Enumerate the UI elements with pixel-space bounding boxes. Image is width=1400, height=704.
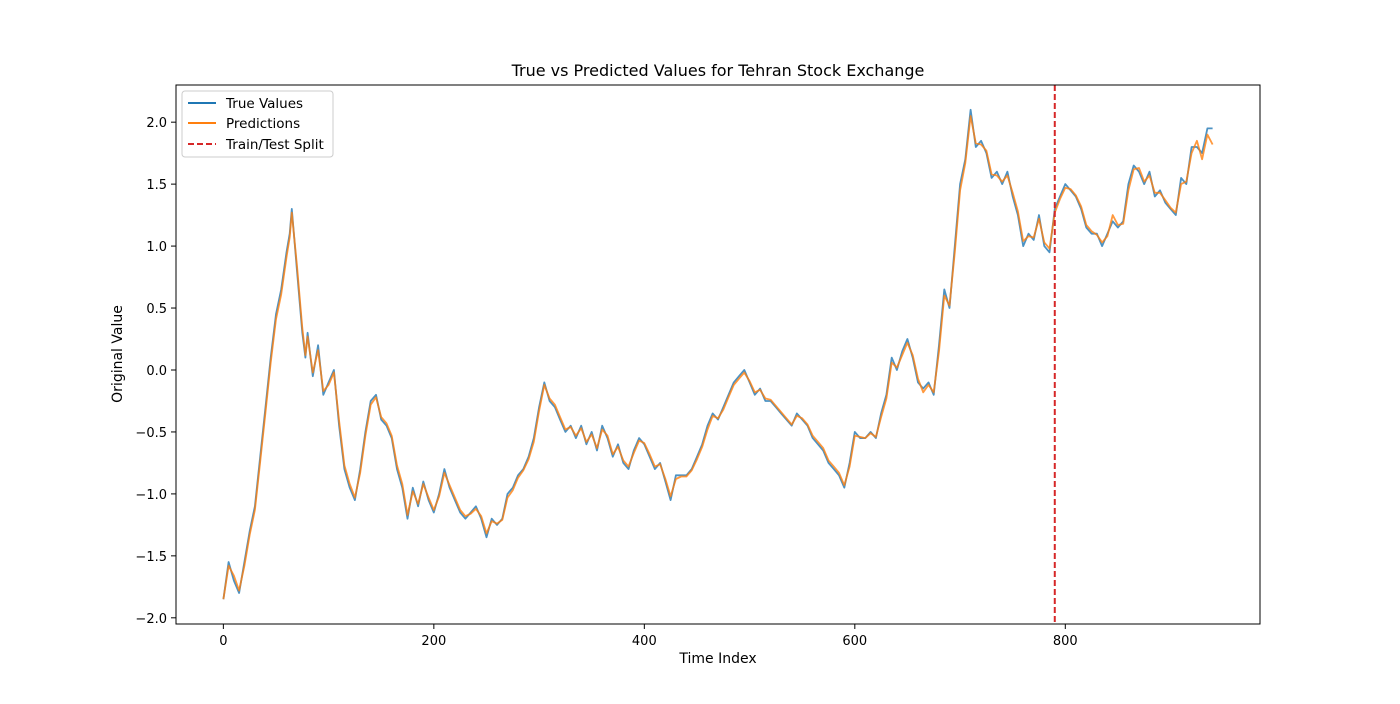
series-lines bbox=[222, 108, 1214, 600]
plot-area-frame bbox=[175, 84, 1261, 625]
legend-box bbox=[181, 90, 334, 158]
y-tick-label: 0.5 bbox=[146, 302, 167, 317]
series-line-true-values bbox=[222, 108, 1213, 600]
x-tick-label: 0 bbox=[219, 634, 227, 649]
y-tick-label: −1.5 bbox=[135, 550, 167, 565]
y-axis-title: Original Value bbox=[110, 305, 126, 403]
x-tick-label: 800 bbox=[1053, 634, 1078, 649]
x-axis-ticks: 0 200 400 600 800 bbox=[219, 624, 1078, 649]
x-tick-label: 200 bbox=[421, 634, 446, 649]
y-tick-label: −2.0 bbox=[135, 612, 167, 627]
x-axis-title: Time Index bbox=[678, 651, 756, 667]
x-tick-label: 400 bbox=[632, 634, 657, 649]
y-tick-label: 1.0 bbox=[146, 240, 167, 255]
legend: True Values Predictions Train/Test Split bbox=[181, 90, 334, 158]
y-tick-label: 0.0 bbox=[146, 364, 167, 379]
series-line-predictions bbox=[222, 115, 1214, 600]
legend-label-true-values: True Values bbox=[225, 96, 303, 112]
y-axis-ticks: −2.0 −1.5 −1.0 −0.5 0.0 0.5 1.0 1.5 2.0 bbox=[135, 116, 176, 627]
y-tick-label: 1.5 bbox=[146, 178, 167, 193]
legend-label-train-test-split: Train/Test Split bbox=[225, 137, 324, 153]
x-tick-label: 600 bbox=[842, 634, 867, 649]
y-tick-label: −0.5 bbox=[135, 426, 167, 441]
legend-label-predictions: Predictions bbox=[226, 116, 300, 132]
y-tick-label: 2.0 bbox=[146, 116, 167, 131]
chart-title: True vs Predicted Values for Tehran Stoc… bbox=[511, 61, 925, 80]
y-tick-label: −1.0 bbox=[135, 488, 167, 503]
